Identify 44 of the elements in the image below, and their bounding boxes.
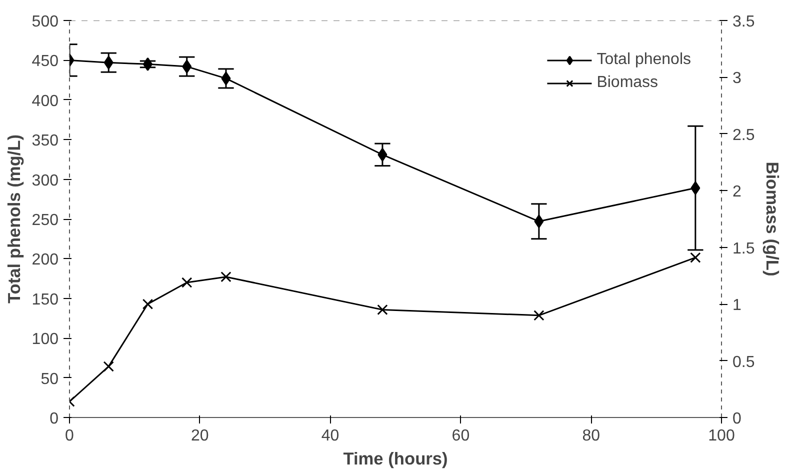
y-tick-label: 250 (32, 212, 59, 229)
y2-tick-label: 1.5 (732, 240, 755, 258)
legend-label: Total phenols (596, 51, 691, 69)
y-tick-label: 500 (32, 14, 59, 30)
x-tick-label: 40 (321, 428, 340, 444)
point (690, 252, 701, 263)
y-tick-label: 0 (50, 410, 59, 428)
point (534, 214, 544, 228)
x-axis-title: Time (hours) (343, 448, 448, 468)
point (690, 181, 700, 195)
point (220, 272, 232, 282)
point (377, 304, 388, 316)
y-tick-label: 50 (40, 370, 59, 388)
y2-tick-label: 3 (732, 70, 742, 88)
y2-tick-label: 3.5 (732, 14, 755, 30)
y2-axis-title: Biomass (g/L) (762, 162, 783, 276)
y2-tick-label: 2 (732, 184, 742, 201)
y2-tick-label: 2.5 (732, 126, 755, 144)
point (182, 60, 192, 74)
point (142, 57, 152, 71)
x-tick-label: 100 (708, 428, 735, 444)
y2-tick-label: 0 (732, 410, 742, 428)
point (378, 148, 388, 162)
y-tick-label: 450 (32, 53, 59, 70)
y-tick-label: 150 (32, 291, 59, 308)
legend-label: Biomass (596, 74, 658, 92)
y2-tick-label: 1 (732, 297, 742, 314)
x-tick-label: 0 (65, 428, 74, 444)
point (103, 361, 114, 372)
y-tick-label: 200 (32, 252, 59, 269)
point (534, 310, 544, 321)
y-tick-label: 100 (32, 331, 59, 348)
point (182, 277, 192, 288)
point (142, 298, 154, 310)
y-tick-label: 300 (32, 172, 59, 190)
x-tick-label: 60 (452, 428, 470, 444)
point (104, 56, 114, 70)
y-tick-label: 350 (32, 132, 59, 150)
point (221, 72, 231, 86)
x-tick-label: 20 (191, 428, 209, 444)
y-axis-title: Total phenols (mg/L) (4, 134, 24, 304)
y-tick-label: 400 (32, 92, 59, 110)
y2-tick-label: 0.5 (732, 354, 755, 371)
x-tick-label: 80 (582, 428, 600, 444)
